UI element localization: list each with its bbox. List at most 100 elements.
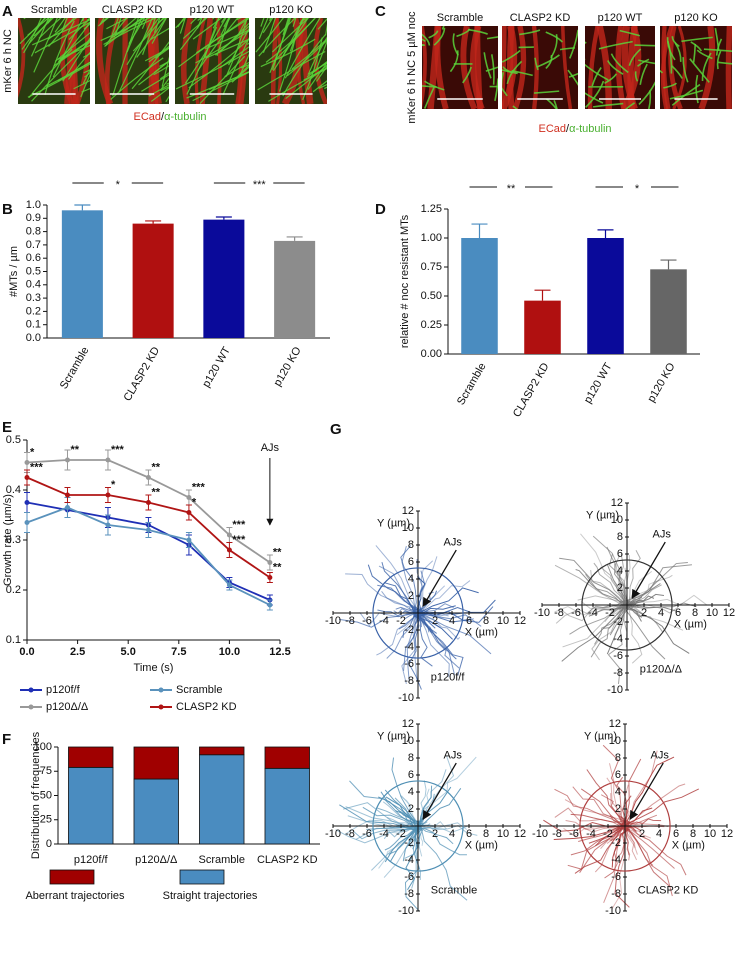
tubulin-stain [144,47,169,62]
trajectory [345,573,419,609]
trajectory [403,611,422,671]
tubulin-stain [519,29,541,36]
x-tick-label: -10 [532,828,548,840]
y-axis-label: Growth rate (µm/s) [2,494,14,586]
tubulin-stain [289,18,304,52]
x-tick-label: -4 [379,615,389,627]
y-tick-label: 0.1 [6,634,21,646]
tubulin-stain [545,31,563,43]
tubulin-stain [204,29,249,50]
tubulin-stain [82,68,90,84]
trajectory [408,602,419,612]
tubulin-stain [604,73,618,84]
significance: ** [151,486,160,498]
tubulin-stain [285,64,327,100]
image-title: Scramble [437,12,483,24]
bar-segment [68,766,114,845]
x-tick-label: 12 [514,828,526,840]
bar-segment [199,746,245,756]
trajectory [400,545,417,616]
x-tick-label: CLASP2 KD [122,345,163,403]
tubulin-stain [104,18,128,47]
image-title: p120 WT [190,4,235,16]
tubulin-stain [592,102,624,108]
trajectory [604,827,629,879]
tubulin-stain [21,18,46,50]
x-tick-label: 4 [449,615,455,627]
tubulin-stain [307,62,327,76]
tubulin-stain [671,83,701,106]
micrograph-content [422,26,498,109]
y-tick-label: 8 [617,531,623,543]
tubulin-stain [23,18,42,54]
x-tick-label: 2 [639,828,645,840]
trajectory [610,605,625,615]
trajectory [376,807,423,827]
trajectory [628,608,643,664]
trajectory [384,825,417,851]
y-tick-label: -4 [611,854,621,866]
tubulin-stain [585,92,604,104]
tubulin-stain [703,48,732,52]
y-tick-label: -2 [611,837,621,849]
y-tick-label: 10 [611,514,623,526]
ecad-stain [313,18,327,104]
point [145,527,151,533]
point [226,582,232,588]
image-title: CLASP2 KD [510,12,571,24]
tubulin-stain [660,69,663,74]
legend-label: CLASP2 KD [176,701,237,713]
x-tick-label: 8 [690,828,696,840]
trajectory [414,614,457,660]
y-tick-label: 12 [402,505,414,517]
x-tick-label: -2 [605,607,615,619]
x-tick-label: 0.0 [19,646,34,658]
arrow-label: AJs [444,536,463,548]
tubulin-stain [585,80,605,108]
x-tick-label: 5.0 [121,646,136,658]
tubulin-stain [534,57,539,71]
trajectory [626,828,631,861]
y-tick-label: 0.3 [26,292,41,304]
plot-name: CLASP2 KD [638,885,699,897]
y-tick-label: 2 [615,803,621,815]
tubulin-stain [33,18,54,37]
trajectory [624,608,666,660]
trajectory [553,825,621,841]
x-tick-label: -4 [588,607,598,619]
trajectory [572,786,626,831]
tubulin-stain [186,26,218,95]
tubulin-stain [142,18,156,55]
tubulin-stain [637,58,650,67]
x-tick-label: 2 [641,607,647,619]
arrow [629,762,664,820]
tubulin-stain [141,74,169,92]
tubulin-stain [126,18,143,53]
y-tick-label: 4 [617,565,623,577]
y-tick-label: 6 [408,769,414,781]
tubulin-stain [291,38,327,70]
micrograph [660,26,732,109]
tubulin-stain [30,18,50,57]
point [24,500,30,505]
trajectory [366,821,415,830]
x-tick-label: -8 [345,828,355,840]
trajectory [412,829,419,850]
trajectory [417,824,467,856]
trajectory [371,827,418,871]
y-tick-label: 0.2 [6,584,21,596]
y-tick-label: 8 [615,752,621,764]
panel-letter: A [2,3,13,20]
x-tick-label: 7.5 [171,646,186,658]
tubulin-stain [545,54,553,69]
tubulin-stain [118,18,153,93]
error-bar [286,236,303,241]
trajectory [416,826,421,880]
ecad-stain [434,26,449,109]
y-tick-label: 6 [617,548,623,560]
tubulin-stain [148,84,169,97]
trajectory [412,610,418,624]
bar [587,238,624,354]
x-tick-label: 2.5 [70,646,85,658]
tubulin-stain [110,57,164,100]
